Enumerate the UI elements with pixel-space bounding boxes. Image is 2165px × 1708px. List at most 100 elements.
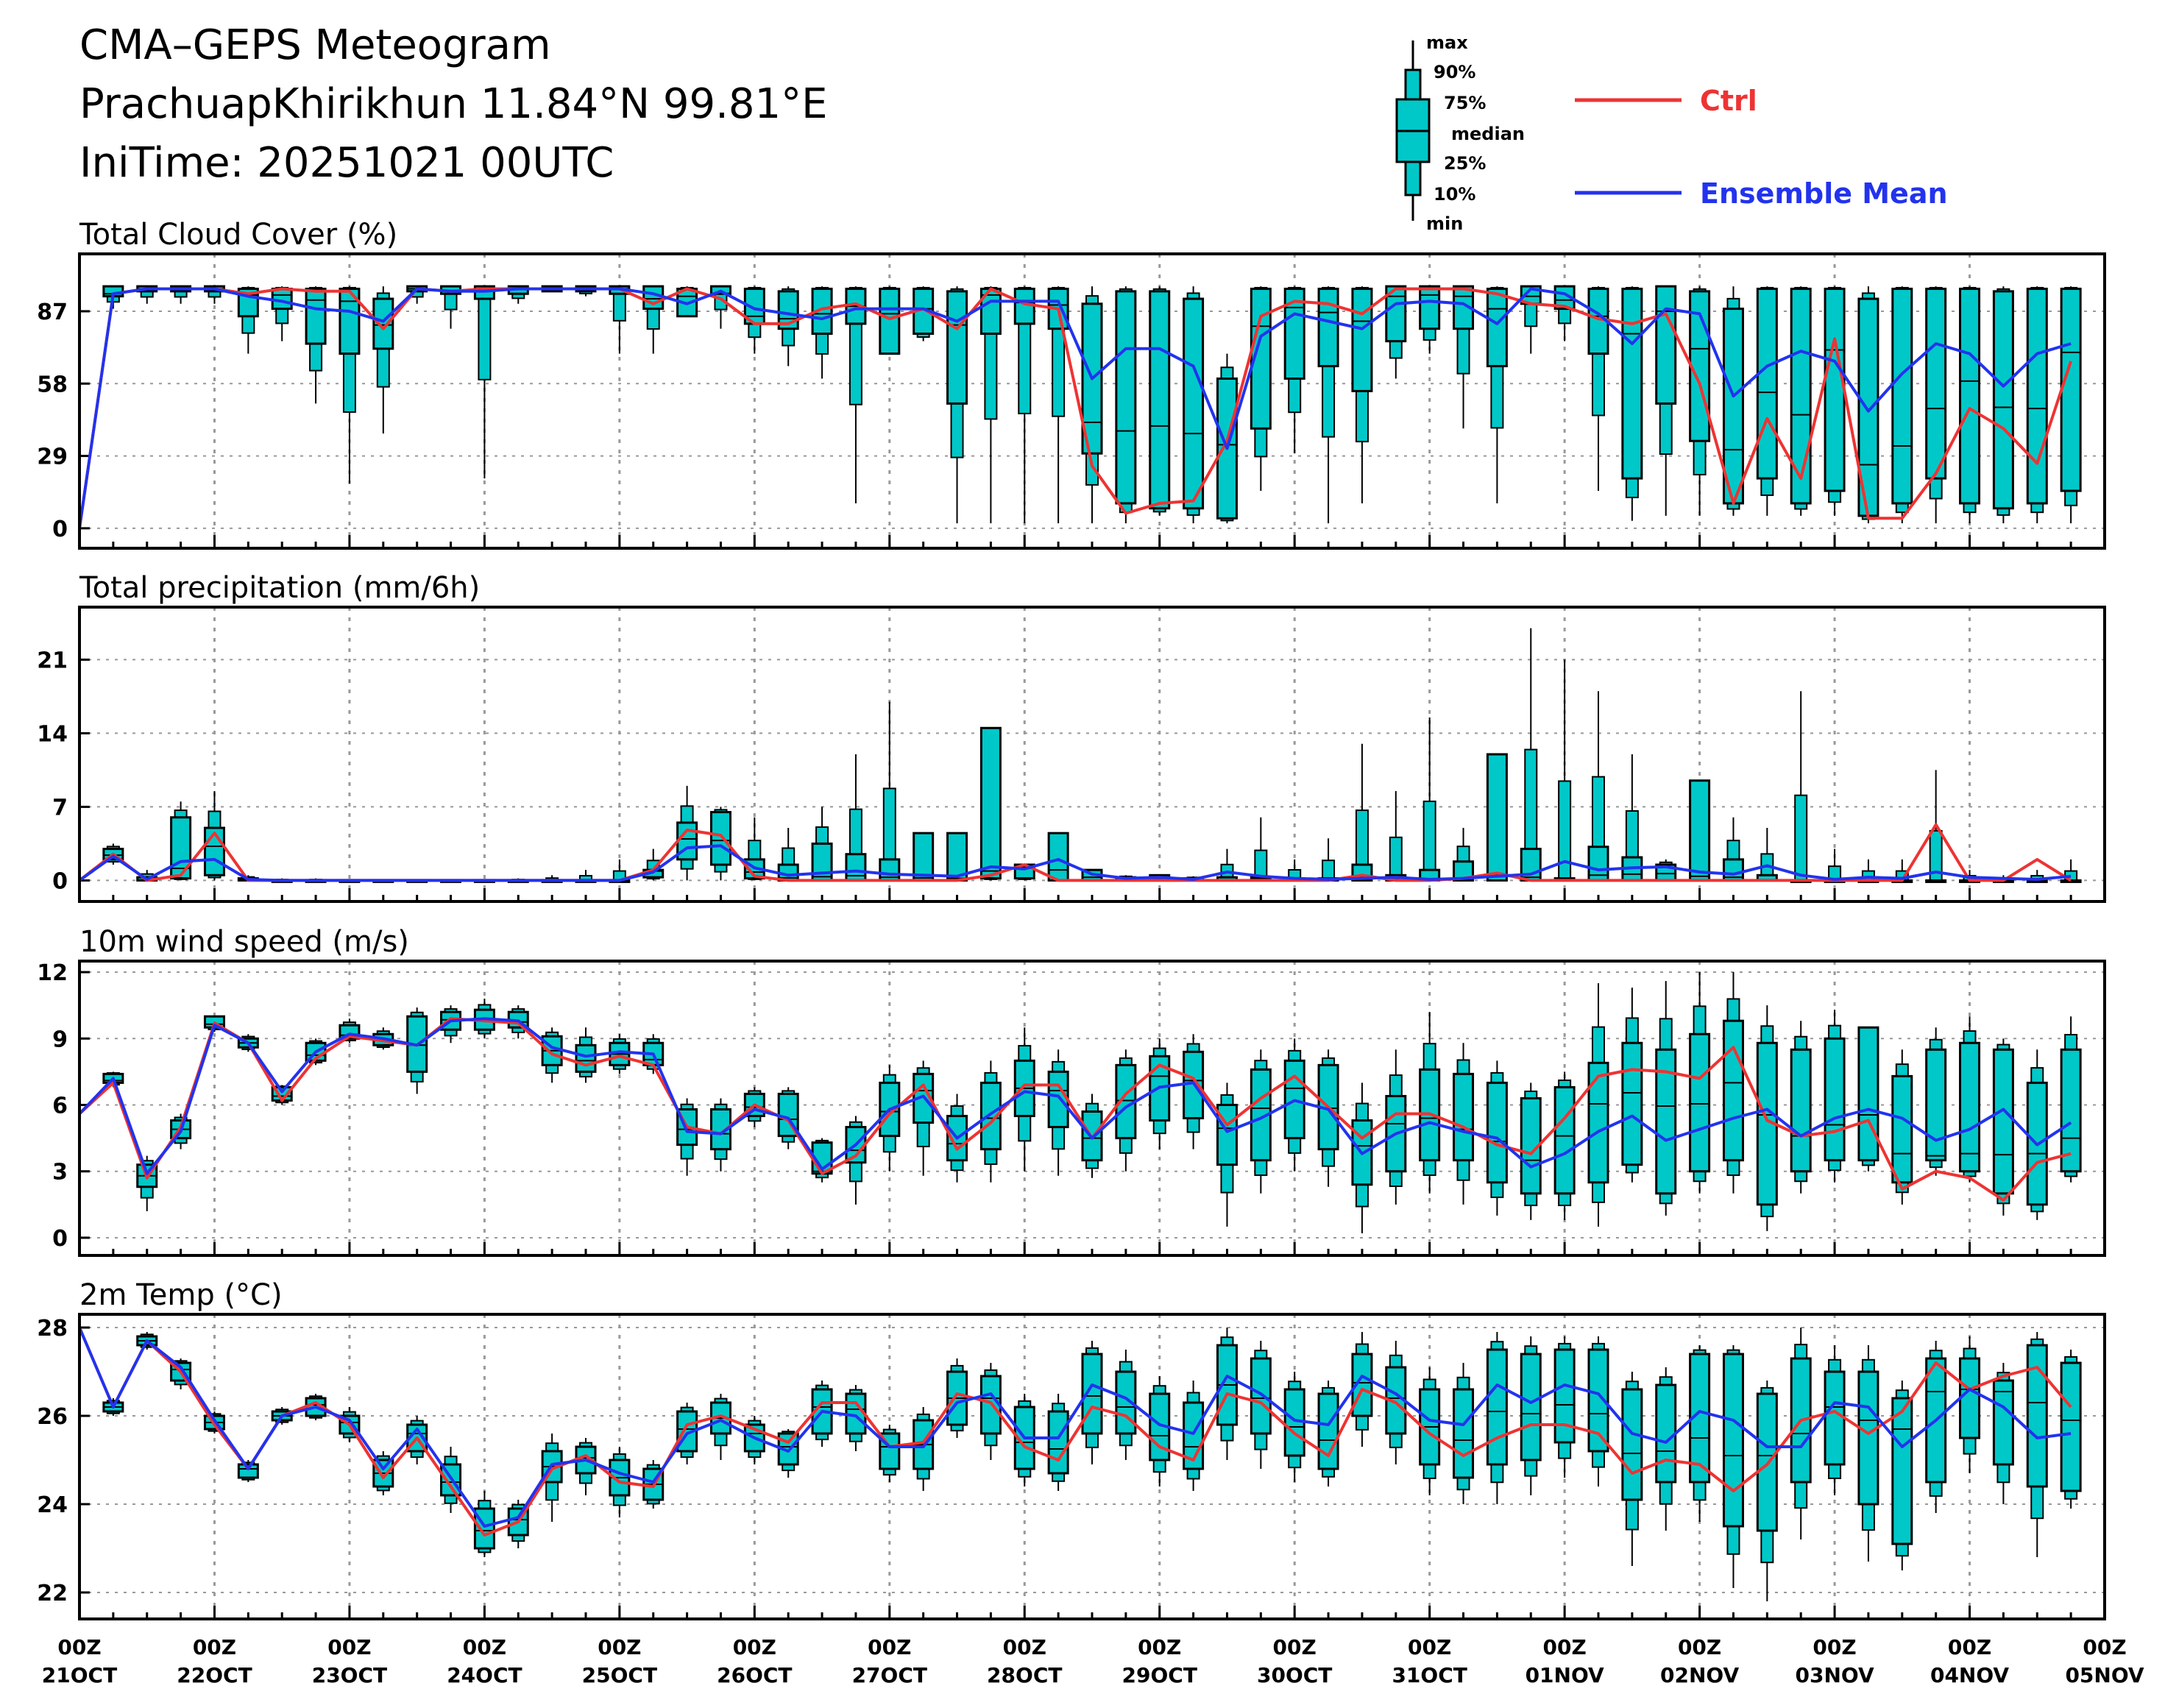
box-iqr [1925,287,1947,480]
x-tick-hour-label: 00Z [1678,1635,1721,1659]
ensemble-mean-series-line [78,287,2072,529]
y-tick-label: 58 [37,372,68,397]
box-iqr [1689,1032,1711,1173]
box-p10-p90 [478,286,492,380]
legend-p25-label: 25% [1444,153,1486,174]
x-tick-hour-label: 00Z [1408,1635,1451,1659]
box-iqr [1081,1110,1103,1162]
box-iqr [1992,290,2014,510]
box-iqr [1250,1357,1272,1435]
ensemble-mean-series-line [78,1327,2072,1528]
box-iqr [1959,1041,1981,1173]
x-tick-date-label: 05NOV [2065,1663,2144,1687]
box-iqr [1655,1383,1677,1484]
line-legend: Ctrl Ensemble Mean [1575,85,1948,210]
x-tick-date-label: 22OCT [177,1663,252,1687]
y-tick-label: 3 [52,1160,68,1186]
x-tick-date-label: 31OCT [1392,1663,1467,1687]
x-tick-hour-label: 00Z [1273,1635,1317,1659]
box-iqr [1925,1048,1947,1162]
box-iqr [1486,753,1508,882]
box-iqr [1756,287,1778,480]
box-iqr [1722,1353,1744,1528]
x-tick-date-label: 24OCT [447,1663,522,1687]
box-iqr [1992,1379,2014,1466]
x-tick-date-label: 28OCT [987,1663,1062,1687]
x-tick-hour-label: 00Z [868,1635,911,1659]
box-iqr [1385,285,1407,343]
legend-p75-label: 75% [1444,93,1486,113]
box-p10-p90 [1389,836,1403,882]
y-tick-label: 9 [52,1027,68,1052]
box-iqr [1553,1348,1576,1444]
x-tick-hour-label: 00Z [598,1635,641,1659]
box-iqr [575,1043,597,1073]
x-tick-hour-label: 00Z [1138,1635,1181,1659]
x-tick-date-label: 30OCT [1257,1663,1332,1687]
box-iqr [372,297,394,350]
panel-frame [78,252,2106,550]
legend-p90-label: 90% [1434,62,1475,82]
box-iqr [1149,290,1171,510]
box-iqr [1419,285,1441,330]
y-tick-label: 28 [37,1316,68,1342]
y-tick-label: 12 [37,960,68,986]
box-iqr [1183,297,1205,510]
box-iqr [1317,1392,1339,1470]
box-iqr [879,287,901,355]
box-iqr [1621,1041,1643,1166]
x-tick-hour-label: 00Z [57,1635,101,1659]
box-iqr [1857,1370,1879,1506]
panel-0: 0 29 58 87 [37,252,2106,550]
box-iqr [845,853,867,882]
box-iqr [1824,1370,1846,1466]
legend-ctrl-label: Ctrl [1700,85,1757,117]
y-tick-label: 7 [52,795,68,821]
x-tick-hour-label: 00Z [2083,1635,2126,1659]
x-tick-date-label: 23OCT [312,1663,387,1687]
x-tick-hour-label: 00Z [1542,1635,1586,1659]
box-iqr [1689,779,1711,882]
x-tick-hour-label: 00Z [327,1635,371,1659]
x-tick-date-label: 26OCT [717,1663,792,1687]
box-iqr [305,287,327,345]
box-iqr [2060,287,2082,492]
panel-frame [78,960,2106,1257]
box-iqr [1047,1410,1069,1475]
ensemble-mean-series-line [78,844,2072,882]
legend-p10-label: 10% [1434,184,1475,205]
box-iqr [1722,308,1744,505]
box-iqr [1722,1019,1744,1162]
x-axis: 00Z 21OCT 00Z 22OCT 00Z 23OCT 00Z 24OCT 00Z 25OCT… [42,1635,2144,1687]
box-iqr [709,811,731,866]
box-iqr [1959,1357,1981,1439]
box-iqr [1621,1388,1643,1501]
box-iqr [1520,1353,1542,1461]
box-iqr [1115,290,1137,505]
y-tick-label: 6 [52,1093,68,1119]
legend-max-label: max [1426,32,1468,53]
box-iqr [1486,1081,1508,1184]
x-tick-hour-label: 00Z [1948,1635,1991,1659]
panel-3: 22 24 26 28 [37,1313,2106,1620]
box-iqr [237,1463,259,1479]
panel-1: 0 7 14 21 [37,606,2106,903]
x-tick-date-label: 27OCT [852,1663,927,1687]
x-tick-date-label: 25OCT [582,1663,657,1687]
box-iqr [1317,287,1339,368]
box-iqr [2026,287,2048,505]
x-tick-date-label: 21OCT [42,1663,117,1687]
box-iqr [1891,1397,1913,1545]
box-iqr [2060,1361,2082,1492]
box-iqr [979,726,1002,880]
x-tick-date-label: 01NOV [1526,1663,1604,1687]
box-iqr [913,832,935,882]
box-iqr [271,287,293,311]
box-iqr [1790,1048,1812,1173]
box-iqr [1587,1061,1609,1184]
box-iqr [1351,287,1373,392]
box-iqr [1959,287,1981,505]
box-p10-p90 [1422,800,1436,882]
box-iqr [1857,1026,1879,1162]
